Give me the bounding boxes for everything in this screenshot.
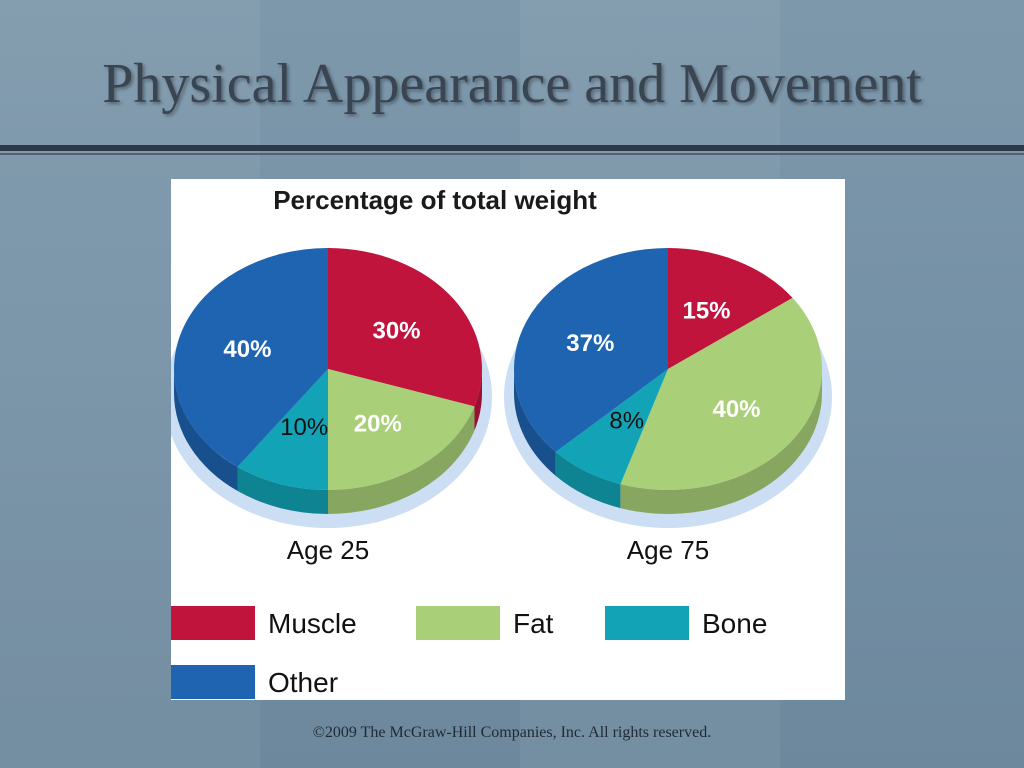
pie-slice-fat (620, 297, 823, 490)
pie-side-other (514, 369, 556, 476)
pie-slice-muscle (668, 248, 793, 369)
legend-label-bone: Bone (702, 608, 767, 639)
pie-chart-age-75: 15% 40% 8% 37% Age 75 (504, 248, 832, 565)
slice-label-other: 37% (566, 330, 614, 357)
legend-item-bone: Bone (605, 606, 767, 640)
legend-label-fat: Fat (513, 608, 554, 639)
pie-slice-bone (237, 369, 328, 490)
pie-slice-muscle (328, 248, 482, 407)
slice-label-other: 40% (223, 336, 271, 363)
chart-figure: Percentage of total weight 30% 20% 10% 40% A… (171, 179, 845, 700)
pie-side-muscle (474, 369, 482, 431)
legend-swatch-other (171, 665, 255, 699)
slice-label-muscle: 30% (372, 318, 420, 345)
pie-slice-other (514, 248, 668, 452)
legend-item-fat: Fat (416, 606, 554, 640)
pie-charts-svg: Percentage of total weight 30% 20% 10% 40% A… (171, 185, 832, 699)
legend-swatch-bone (605, 606, 689, 640)
title-divider-thin (0, 153, 1024, 155)
legend-item-other: Other (171, 665, 338, 699)
legend-label-muscle: Muscle (268, 608, 357, 639)
pie-slice-other (174, 248, 328, 467)
pie-chart-age-25: 30% 20% 10% 40% Age 25 (171, 248, 492, 565)
legend-swatch-fat (416, 606, 500, 640)
slide-title: Physical Appearance and Movement (102, 53, 922, 115)
title-divider (0, 145, 1024, 151)
pie-side-fat (328, 406, 475, 514)
legend-label-other: Other (268, 667, 338, 698)
pie-slice-fat (328, 369, 475, 490)
legend-swatch-muscle (171, 606, 255, 640)
pie-side-fat (620, 369, 822, 514)
pie-side-other (174, 369, 238, 491)
slice-label-bone: 8% (609, 408, 644, 435)
slice-label-fat: 20% (354, 411, 402, 438)
chart-title: Percentage of total weight (273, 185, 597, 215)
pie-side-bone (237, 466, 328, 514)
pie-slice-bone (555, 369, 668, 485)
copyright-footer: ©2009 The McGraw-Hill Companies, Inc. Al… (312, 724, 712, 741)
pie-caption-age-25: Age 25 (287, 535, 369, 565)
legend-item-muscle: Muscle (171, 606, 357, 640)
slice-label-muscle: 15% (682, 297, 730, 324)
slice-label-fat: 40% (712, 396, 760, 423)
pie-side-bone (555, 451, 621, 509)
pie-caption-age-75: Age 75 (627, 535, 709, 565)
slice-label-bone: 10% (280, 414, 328, 441)
